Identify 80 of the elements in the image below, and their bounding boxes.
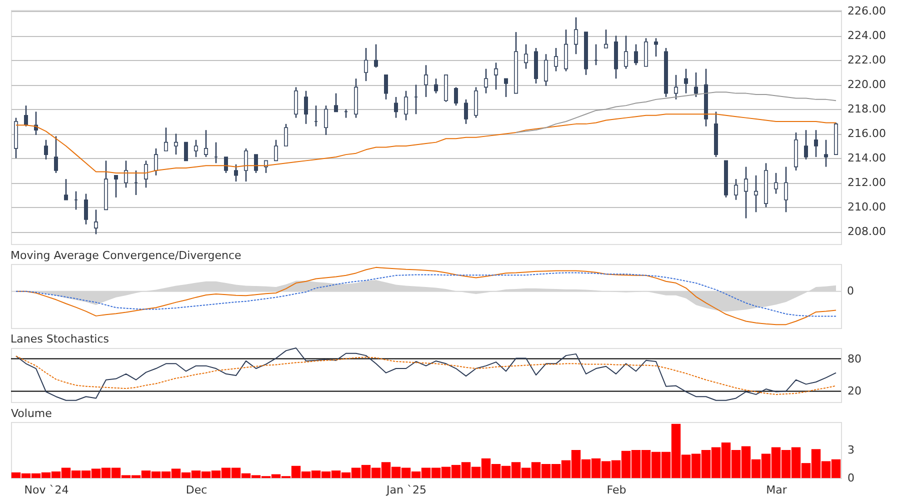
candlestick: [64, 178, 68, 201]
candlestick: [674, 74, 678, 100]
y-tick-label: 20: [848, 384, 862, 398]
candlestick: [174, 133, 178, 156]
y-tick-label: 216.00: [848, 127, 886, 140]
candlestick: [524, 44, 528, 70]
candlestick: [554, 47, 558, 72]
candlestick: [204, 129, 208, 158]
line-series: [16, 356, 836, 395]
candlestick: [384, 74, 388, 100]
y-tick-label: 224.00: [848, 29, 886, 42]
candlestick: [464, 98, 468, 125]
candlestick: [274, 139, 278, 162]
y-tick-label: 0: [848, 472, 854, 484]
candlestick: [544, 53, 548, 87]
y-tick-label: 208.00: [848, 225, 886, 238]
candlestick: [94, 209, 98, 235]
candlestick: [334, 92, 338, 112]
candlestick: [374, 44, 378, 68]
candlestick: [254, 154, 258, 174]
y-tick-label: 210.00: [848, 200, 886, 214]
candlestick: [54, 136, 58, 174]
candlestick: [144, 160, 148, 188]
candlestick: [774, 172, 778, 194]
y-tick-label: 226.00: [848, 4, 886, 18]
candlestick: [494, 62, 498, 90]
candlestick: [24, 104, 28, 128]
candlestick: [294, 86, 298, 118]
candlestick: [394, 96, 398, 118]
candlestick: [234, 164, 238, 182]
x-tick-label: Feb: [606, 484, 626, 496]
line-series: [16, 348, 836, 401]
candlestick: [694, 72, 698, 98]
candlestick: [634, 44, 638, 66]
candlestick: [84, 193, 88, 226]
candlestick: [224, 156, 228, 174]
x-tick-label: Mar: [766, 484, 788, 496]
candlestick: [454, 86, 458, 106]
y-tick-label: 80: [848, 352, 862, 366]
candlestick: [574, 16, 578, 55]
candlestick: [184, 142, 188, 162]
candlestick: [124, 160, 128, 188]
chart-title: Moving Average Convergence/Divergence: [10, 249, 242, 262]
x-tick-label: Nov `24: [24, 484, 69, 496]
candlestick: [404, 90, 408, 121]
candlestick: [44, 139, 48, 160]
candlestick: [504, 78, 508, 98]
candlestick: [364, 47, 368, 82]
candlestick: [284, 123, 288, 147]
chart-title: Lanes Stochastics: [10, 332, 110, 346]
candlestick: [244, 148, 248, 182]
candlestick: [784, 166, 788, 213]
y-tick-label: 220.00: [848, 78, 886, 92]
candlestick: [154, 148, 158, 176]
candlestick: [424, 64, 428, 98]
candlestick: [814, 129, 818, 158]
y-tick-label: 214.00: [848, 152, 886, 165]
candlestick: [324, 104, 328, 136]
y-tick-label: 222.00: [848, 54, 886, 67]
candlestick: [684, 68, 688, 94]
candlestick: [624, 35, 628, 70]
candlestick: [734, 178, 738, 201]
candlestick: [434, 78, 438, 94]
y-tick-label: 3: [848, 444, 854, 456]
candlestick: [824, 139, 828, 168]
candlestick: [744, 166, 748, 219]
candlestick: [604, 28, 608, 49]
y-tick-label: 212.00: [848, 176, 886, 190]
candlestick: [164, 126, 168, 152]
x-tick-label: Jan `25: [386, 484, 426, 496]
candlestick: [654, 38, 658, 58]
candlestick: [804, 129, 808, 160]
candlestick: [194, 139, 198, 158]
chart-title: Volume: [11, 407, 52, 420]
candlestick: [304, 90, 308, 125]
candlestick: [114, 174, 118, 198]
candlestick: [484, 68, 488, 94]
candlestick: [754, 174, 758, 213]
x-tick-label: Dec: [186, 484, 208, 496]
y-tick-label: 218.00: [848, 102, 886, 116]
